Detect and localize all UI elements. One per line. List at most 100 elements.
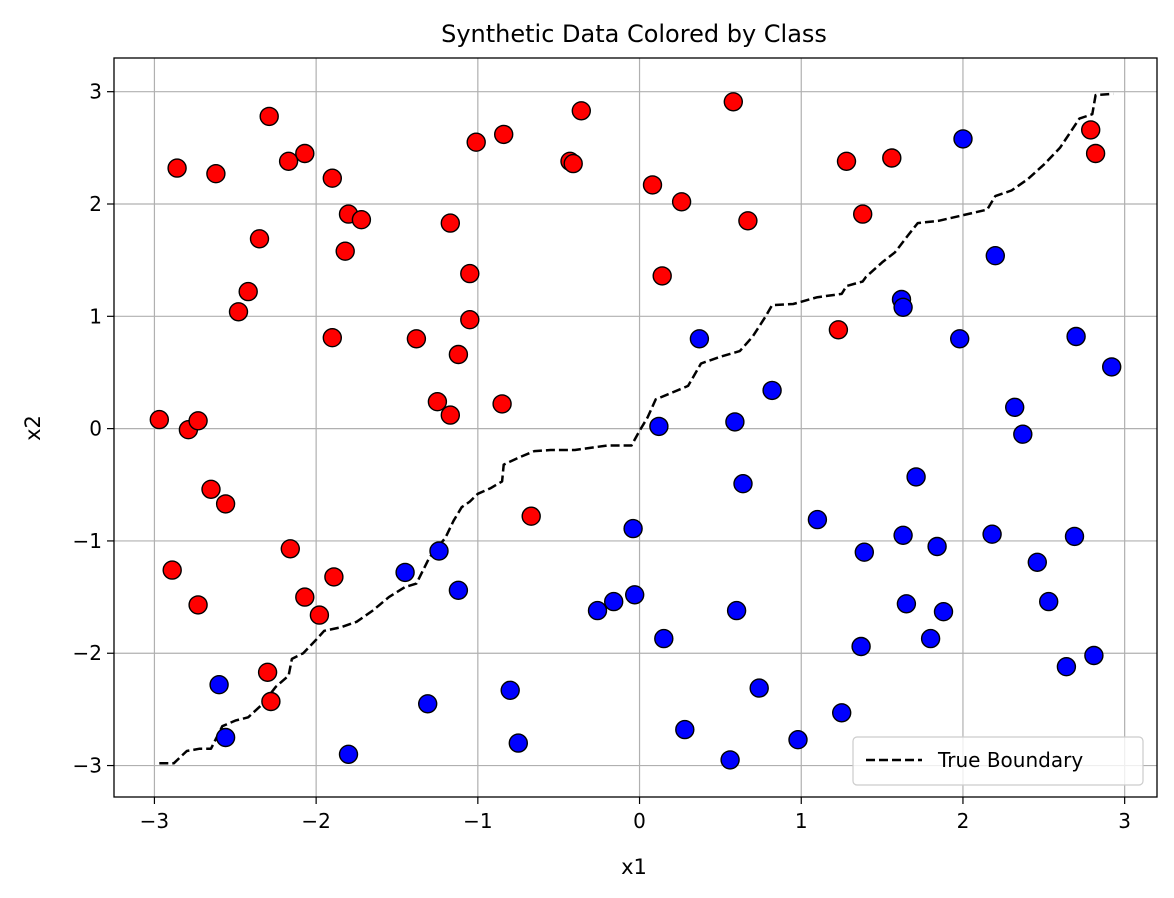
red-class-point [295,143,315,164]
red-class-point [249,229,270,249]
blue-class-point [893,297,913,317]
tick-marks: −3 −2 −1 0 1 2 3 −3 −2 −1 0 1 2 3 [73,80,1132,833]
blue-class-point [448,580,469,600]
red-class-point [828,320,849,340]
blue-class-point [920,628,941,649]
y-tick-label: −3 [73,754,102,778]
red-class-point [215,494,236,514]
legend-box [852,736,1144,786]
blue-class-point [854,542,874,562]
red-class-point [440,405,460,425]
blue-class-point [1056,657,1077,677]
red-class-point [738,211,758,231]
blue-class-point [1027,552,1048,572]
red-class-point [309,605,330,625]
red-class-point [228,302,249,322]
red-class-point [188,411,208,431]
x-tick-label: −2 [301,809,330,833]
x-axis-label: x1 [621,855,647,879]
red-class-point [494,124,514,145]
red-class-point [280,539,300,559]
blue-class-point [906,467,926,487]
chart-title: Synthetic Data Colored by Class [441,20,827,48]
red-class-point [492,394,512,414]
red-class-point [201,479,221,499]
red-class-point [324,567,344,587]
y-tick-label: −1 [73,529,102,553]
red-class-point [571,101,591,121]
red-class-point [259,106,279,127]
red-class-point [322,168,342,188]
blue-class-point [1101,357,1122,377]
red-class-point [853,204,873,224]
red-class-point [278,151,299,172]
blue-class-point [788,730,808,750]
blue-class-point [418,694,438,714]
blue-class-point [733,474,753,494]
plot-frame [113,57,1158,798]
blue-class-point [851,636,871,657]
blue-class-point [654,628,674,649]
blue-class-point [953,129,973,149]
blue-class-point [429,541,449,561]
grid-lines [114,58,1157,797]
red-class-point [836,151,857,172]
red-class-point [723,92,743,112]
red-class-point [1080,120,1101,140]
red-class-point [261,691,281,712]
blue-class-point [1066,326,1086,347]
blue-class-point [209,675,229,695]
red-class-point [466,132,486,152]
red-class-point [521,506,541,526]
x-tick-label: 0 [633,809,646,833]
y-tick-label: 1 [89,304,102,328]
red-class-point [440,213,460,233]
blue-class-point [649,416,669,437]
red-class-point [149,409,170,430]
red-class-point [351,209,372,230]
blue-class-point [749,678,769,698]
red-class-point [295,587,315,607]
red-class-point [427,392,448,412]
blue-class-point [950,329,970,349]
blue-class-point [604,591,624,612]
red-class-point [206,163,226,184]
red-class-point [652,266,672,286]
y-tick-label: 2 [89,192,102,216]
y-tick-label: 0 [89,417,102,441]
red-class-point [188,595,208,615]
x-tick-label: −1 [463,809,492,833]
blue-class-point [689,329,710,349]
red-class-point [460,310,480,330]
red-class-point [563,153,583,174]
blue-class-point [832,703,852,723]
blue-class-point [587,600,608,621]
x-tick-label: −3 [140,809,169,833]
red-class-point [167,158,187,178]
blue-class-point [896,594,917,614]
blue-class-point [927,536,947,557]
blue-class-point [893,525,913,545]
blue-class-point [807,509,828,530]
blue-class-point [1038,591,1059,612]
blue-class-point [1084,645,1104,666]
true-boundary-line [159,92,1114,765]
red-class-point [1085,143,1106,164]
points-layer [149,92,1122,770]
red-class-point [335,241,355,261]
red-class-point [642,175,663,195]
blue-class-point [675,719,695,740]
blue-class-point [395,562,415,583]
blue-class-point [215,727,236,748]
blue-class-point [985,245,1005,266]
blue-class-point [762,380,782,401]
x-tick-label: 1 [795,809,808,833]
x-tick-label: 2 [957,809,970,833]
red-class-point [257,662,278,682]
blue-class-point [1064,526,1085,547]
red-class-point [322,328,342,348]
y-tick-label: −2 [73,641,102,665]
blue-class-point [625,585,645,605]
red-class-point [238,281,258,302]
red-class-point [460,263,480,284]
